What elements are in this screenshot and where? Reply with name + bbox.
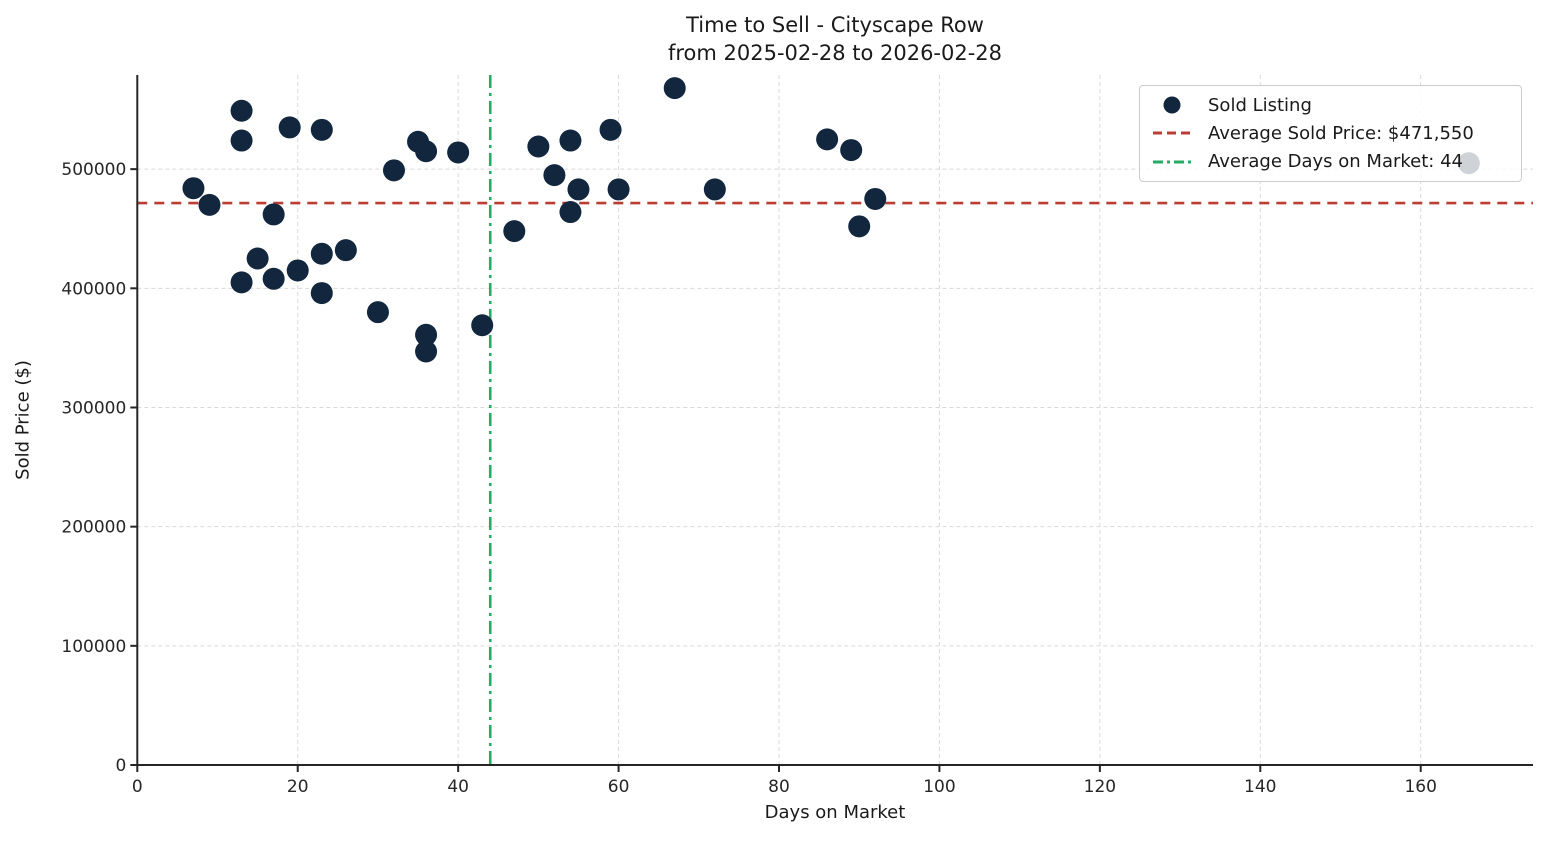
scatter-point — [543, 164, 566, 187]
legend: Sold Listing Average Sold Price: $471,55… — [1139, 85, 1522, 182]
chart-title-line2: from 2025-02-28 to 2026-02-28 — [667, 41, 1003, 65]
x-tick-label: 20 — [287, 777, 309, 797]
sold-listing-dot-icon — [1150, 96, 1194, 114]
scatter-point — [415, 340, 438, 363]
legend-label-average-days-on-market: Average Days on Market: 44 — [1208, 151, 1463, 173]
scatter-point — [262, 267, 285, 290]
scatter-point — [415, 323, 438, 346]
y-tick-label: 500000 — [61, 160, 126, 180]
scatter-point — [182, 177, 205, 200]
x-tick-label: 80 — [768, 777, 790, 797]
y-tick-label: 400000 — [61, 279, 126, 299]
legend-label-average-sold-price: Average Sold Price: $471,550 — [1208, 122, 1474, 144]
x-axis-label: Days on Market — [764, 802, 906, 823]
scatter-point — [310, 282, 333, 305]
scatter-point — [230, 271, 253, 294]
scatter-point — [848, 215, 871, 238]
dashdot-line-icon — [1150, 153, 1194, 171]
scatter-point — [415, 140, 438, 163]
x-tick-label: 120 — [1084, 777, 1116, 797]
x-tick-label: 0 — [132, 777, 143, 797]
scatter-point — [559, 201, 582, 224]
scatter-point — [703, 178, 726, 201]
y-tick-label: 200000 — [61, 518, 126, 538]
chart-title-line1: Time to Sell - Cityscape Row — [686, 13, 984, 37]
chart-title: Time to Sell - Cityscape Row from 2025-0… — [137, 11, 1533, 67]
scatter-point — [840, 139, 863, 162]
scatter-point — [567, 178, 590, 201]
scatter-point — [310, 242, 333, 265]
x-tick-label: 40 — [447, 777, 469, 797]
y-tick-label: 100000 — [61, 637, 126, 657]
scatter-point — [278, 116, 301, 139]
y-axis-label: Sold Price ($) — [12, 360, 34, 480]
scatter-point — [503, 220, 526, 243]
scatter-point — [246, 247, 269, 270]
x-tick-label: 60 — [608, 777, 630, 797]
x-tick-label: 140 — [1244, 777, 1276, 797]
legend-item-average-days-on-market: Average Days on Market: 44 — [1150, 148, 1511, 176]
scatter-point — [230, 129, 253, 152]
scatter-point — [447, 141, 470, 164]
scatter-point — [198, 193, 221, 216]
legend-item-sold-listing: Sold Listing — [1150, 91, 1511, 119]
dashed-line-icon — [1150, 124, 1194, 142]
scatter-point — [527, 135, 550, 158]
scatter-point — [816, 128, 839, 151]
scatter-point — [366, 301, 389, 324]
legend-label-sold-listing: Sold Listing — [1208, 94, 1312, 116]
legend-item-average-sold-price: Average Sold Price: $471,550 — [1150, 119, 1511, 147]
scatter-point — [286, 259, 309, 282]
scatter-point — [310, 118, 333, 141]
scatter-point — [559, 129, 582, 152]
scatter-point — [334, 239, 357, 262]
y-tick-label: 300000 — [61, 398, 126, 418]
scatter-point — [864, 187, 887, 210]
y-tick-label: 0 — [115, 756, 126, 776]
scatter-point — [262, 203, 285, 226]
scatter-point — [663, 77, 686, 100]
x-tick-label: 100 — [923, 777, 955, 797]
scatter-point — [230, 99, 253, 122]
scatter-point — [471, 314, 494, 337]
scatter-point — [607, 178, 630, 201]
scatter-point — [382, 159, 405, 182]
scatter-point — [599, 118, 622, 141]
x-tick-label: 160 — [1404, 777, 1436, 797]
